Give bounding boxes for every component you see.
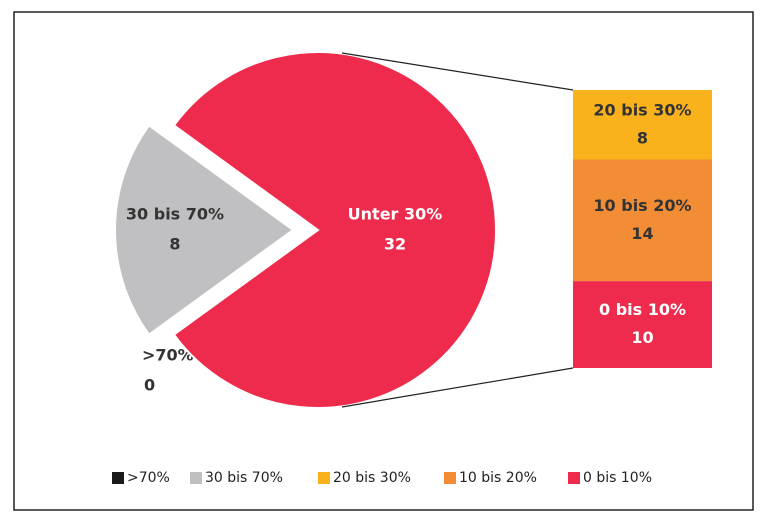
segment-value: 10 xyxy=(631,328,653,347)
connector xyxy=(341,52,574,91)
slice-label: >70% xyxy=(142,346,194,365)
pie-slice xyxy=(172,51,497,409)
legend-swatch xyxy=(318,472,330,484)
bar-segment xyxy=(573,90,712,160)
segment-value: 8 xyxy=(637,128,648,147)
legend-swatch xyxy=(112,472,124,484)
slice-label: Unter 30% xyxy=(348,205,443,224)
legend-label: 30 bis 70% xyxy=(205,470,283,486)
slice-value: 32 xyxy=(384,235,406,254)
segment-value: 14 xyxy=(631,224,653,243)
bar-segment xyxy=(573,281,712,368)
segment-label: 10 bis 20% xyxy=(593,196,691,215)
connector xyxy=(341,367,574,408)
segment-label: 0 bis 10% xyxy=(599,300,686,319)
legend-label: >70% xyxy=(127,470,170,486)
legend-label: 20 bis 30% xyxy=(333,470,411,486)
legend-label: 0 bis 10% xyxy=(583,470,652,486)
legend-swatch xyxy=(444,472,456,484)
slice-value: 0 xyxy=(144,376,155,395)
pie-slice xyxy=(114,123,295,337)
slice-value: 8 xyxy=(169,235,180,254)
legend-label: 10 bis 20% xyxy=(459,470,537,486)
slice-label: 30 bis 70% xyxy=(126,205,224,224)
legend-swatch xyxy=(190,472,202,484)
legend-swatch xyxy=(568,472,580,484)
bar-segment xyxy=(573,159,712,282)
segment-label: 20 bis 30% xyxy=(593,100,691,119)
